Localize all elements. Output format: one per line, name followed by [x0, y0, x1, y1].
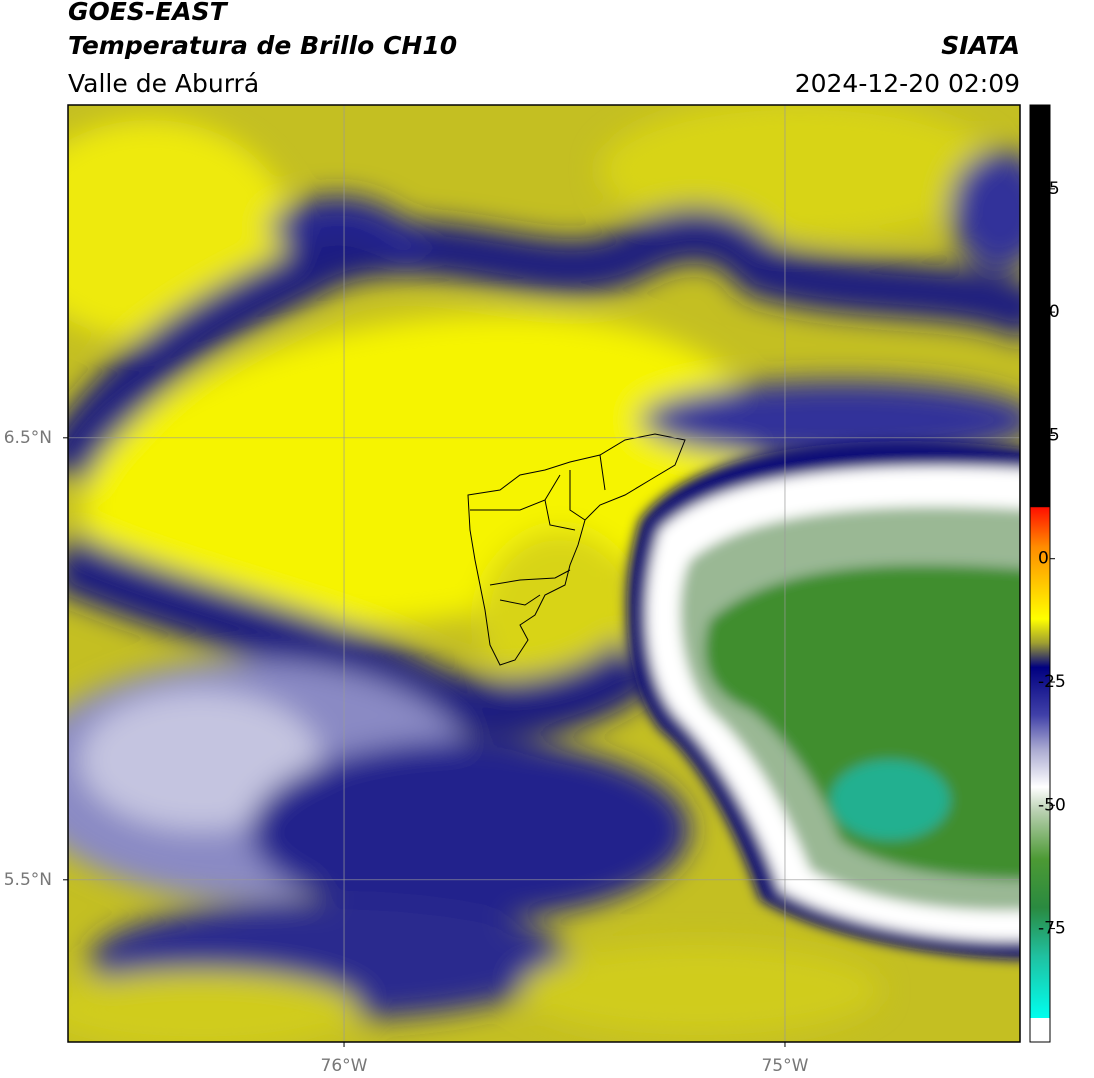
- title: GOES-EAST: [68, 0, 229, 26]
- graticule: [68, 105, 1020, 1042]
- colorbar-under: [1030, 1018, 1050, 1042]
- datetime: 2024-12-20 02:09: [795, 69, 1020, 98]
- source: SIATA: [941, 31, 1020, 60]
- lat-tick-label: 5.5°N: [4, 870, 52, 890]
- map-frame: [67, 104, 1021, 1043]
- region: Valle de Aburrá: [68, 69, 259, 98]
- colorbar-tick-label: -75: [1038, 919, 1066, 939]
- colorbar-tick-label: 0: [1038, 549, 1049, 569]
- municipal-boundaries: [467, 433, 686, 666]
- subtitle: Temperatura de Brillo CH10: [68, 31, 457, 60]
- lon-tick-label: 75°W: [761, 1056, 808, 1076]
- satellite-image: [68, 105, 1020, 1042]
- colorbar-tick-label: 50: [1038, 302, 1060, 322]
- colorbar-tick-label: -25: [1038, 672, 1066, 692]
- lon-tick-label: 76°W: [321, 1056, 368, 1076]
- colorbar-tick-label: 75: [1038, 179, 1060, 199]
- lat-tick-label: 6.5°N: [4, 428, 52, 448]
- colorbar-tick-label: -50: [1038, 795, 1066, 815]
- colorbar: [1030, 105, 1050, 1018]
- colorbar-frame: [1029, 104, 1051, 1043]
- colorbar-tick-label: 25: [1038, 425, 1060, 445]
